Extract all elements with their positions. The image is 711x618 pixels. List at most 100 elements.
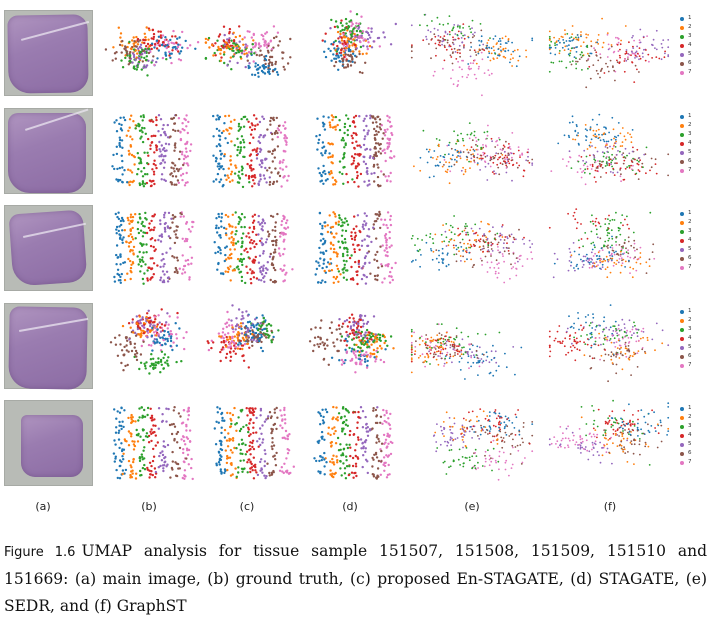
scatter-point-cluster-7 [250, 36, 253, 39]
scatter-point-cluster-4 [596, 170, 599, 172]
scatter-point-cluster-4 [149, 147, 152, 151]
scatter-point-cluster-7 [461, 68, 463, 71]
scatter-point-cluster-7 [515, 274, 518, 277]
scatter-point-cluster-3 [339, 21, 343, 25]
scatter-point-cluster-4 [254, 255, 257, 259]
scatter-point-cluster-5 [366, 251, 369, 255]
scatter-point-cluster-4 [245, 235, 248, 238]
scatter-point-cluster-6 [142, 340, 145, 343]
scatter-point-cluster-1 [437, 164, 440, 167]
scatter-point-cluster-6 [338, 327, 341, 331]
scatter-point-cluster-1 [613, 251, 616, 254]
scatter-point-cluster-5 [470, 355, 472, 357]
scatter-point-cluster-2 [132, 179, 135, 183]
scatter-point-cluster-1 [258, 339, 261, 343]
scatter-point-cluster-4 [586, 237, 589, 240]
scatter-point-cluster-1 [153, 341, 156, 344]
scatter-point-cluster-4 [340, 48, 343, 52]
scatter-point-cluster-3 [349, 19, 353, 22]
scatter-point-cluster-2 [375, 340, 378, 343]
scatter-point-cluster-6 [326, 344, 329, 347]
scatter-point-cluster-4 [256, 147, 259, 150]
scatter-point-cluster-4 [622, 224, 624, 227]
scatter-point-cluster-2 [252, 39, 255, 42]
scatter-point-cluster-6 [667, 174, 669, 177]
scatter-point-cluster-3 [234, 242, 238, 245]
scatter-point-cluster-6 [271, 280, 275, 284]
scatter-point-cluster-3 [230, 68, 233, 71]
scatter-point-cluster-4 [160, 323, 164, 326]
scatter-point-cluster-3 [240, 260, 243, 264]
scatter-point-cluster-5 [231, 304, 234, 307]
scatter-point-cluster-1 [327, 47, 330, 50]
scatter-point-cluster-1 [366, 359, 369, 363]
scatter-point-cluster-1 [509, 61, 511, 64]
scatter-point-cluster-1 [155, 39, 159, 42]
scatter-point-cluster-4 [503, 146, 506, 148]
scatter-point-cluster-3 [250, 52, 253, 55]
scatter-point-cluster-5 [158, 140, 161, 144]
scatter-point-cluster-7 [224, 340, 228, 343]
scatter-point-cluster-2 [331, 154, 334, 157]
scatter-point-cluster-7 [183, 184, 187, 187]
scatter-point-cluster-2 [133, 163, 136, 166]
scatter-point-cluster-2 [456, 156, 458, 159]
scatter-point-cluster-6 [449, 353, 452, 356]
scatter-point-cluster-7 [526, 258, 529, 260]
scatter-point-cluster-3 [334, 115, 338, 119]
scatter-point-cluster-1 [570, 261, 573, 264]
scatter-point-cluster-7 [168, 315, 171, 318]
scatter-point-cluster-2 [226, 270, 230, 274]
scatter-point-cluster-1 [554, 53, 557, 56]
scatter-point-cluster-5 [260, 165, 263, 169]
scatter-point-cluster-5 [582, 263, 585, 266]
scatter-point-cluster-7 [181, 122, 184, 125]
scatter-point-cluster-4 [628, 166, 631, 169]
scatter-point-cluster-6 [133, 353, 137, 356]
scatter-point-cluster-5 [128, 338, 131, 341]
scatter-point-cluster-3 [134, 127, 137, 130]
scatter-point-cluster-5 [366, 38, 369, 41]
scatter-point-cluster-2 [492, 45, 495, 48]
scatter-point-cluster-3 [149, 358, 153, 361]
scatter-point-cluster-7 [276, 31, 280, 34]
scatter-point-cluster-7 [230, 324, 234, 327]
scatter-point-cluster-2 [145, 315, 148, 319]
scatter-point-cluster-6 [475, 143, 477, 146]
scatter-point-cluster-2 [502, 47, 505, 50]
scatter-point-cluster-7 [181, 237, 184, 240]
scatter-point-cluster-4 [508, 143, 510, 145]
scatter-point-cluster-5 [443, 362, 446, 365]
scatter-point-cluster-2 [228, 335, 231, 339]
scatter-point-cluster-1 [441, 247, 444, 250]
scatter-point-cluster-3 [142, 260, 145, 263]
scatter-point-cluster-4 [248, 141, 252, 145]
scatter-point-cluster-5 [132, 53, 136, 57]
scatter-point-cluster-2 [226, 174, 229, 177]
scatter-point-cluster-2 [129, 229, 132, 232]
umap-scatter-151507-ground-truth [104, 26, 200, 77]
scatter-point-cluster-3 [480, 146, 483, 149]
scatter-point-cluster-3 [466, 225, 468, 228]
scatter-point-cluster-1 [220, 216, 223, 219]
scatter-point-cluster-6 [379, 128, 382, 131]
scatter-point-cluster-3 [350, 30, 354, 33]
scatter-point-cluster-6 [317, 345, 321, 348]
scatter-point-cluster-1 [561, 46, 564, 49]
scatter-point-cluster-5 [160, 173, 164, 176]
scatter-point-cluster-6 [369, 272, 372, 275]
scatter-point-cluster-3 [141, 256, 144, 259]
scatter-point-cluster-3 [141, 131, 144, 134]
scatter-point-cluster-7 [175, 333, 178, 336]
scatter-point-cluster-6 [377, 150, 380, 153]
scatter-point-cluster-7 [382, 223, 385, 226]
scatter-point-cluster-5 [240, 52, 244, 55]
scatter-point-cluster-6 [273, 248, 277, 251]
scatter-point-cluster-6 [276, 172, 280, 175]
scatter-point-cluster-3 [159, 360, 163, 363]
scatter-point-cluster-7 [186, 238, 189, 241]
scatter-point-cluster-2 [475, 148, 478, 151]
scatter-point-cluster-4 [512, 152, 515, 155]
scatter-point-cluster-2 [595, 265, 598, 268]
scatter-point-cluster-1 [596, 123, 598, 126]
